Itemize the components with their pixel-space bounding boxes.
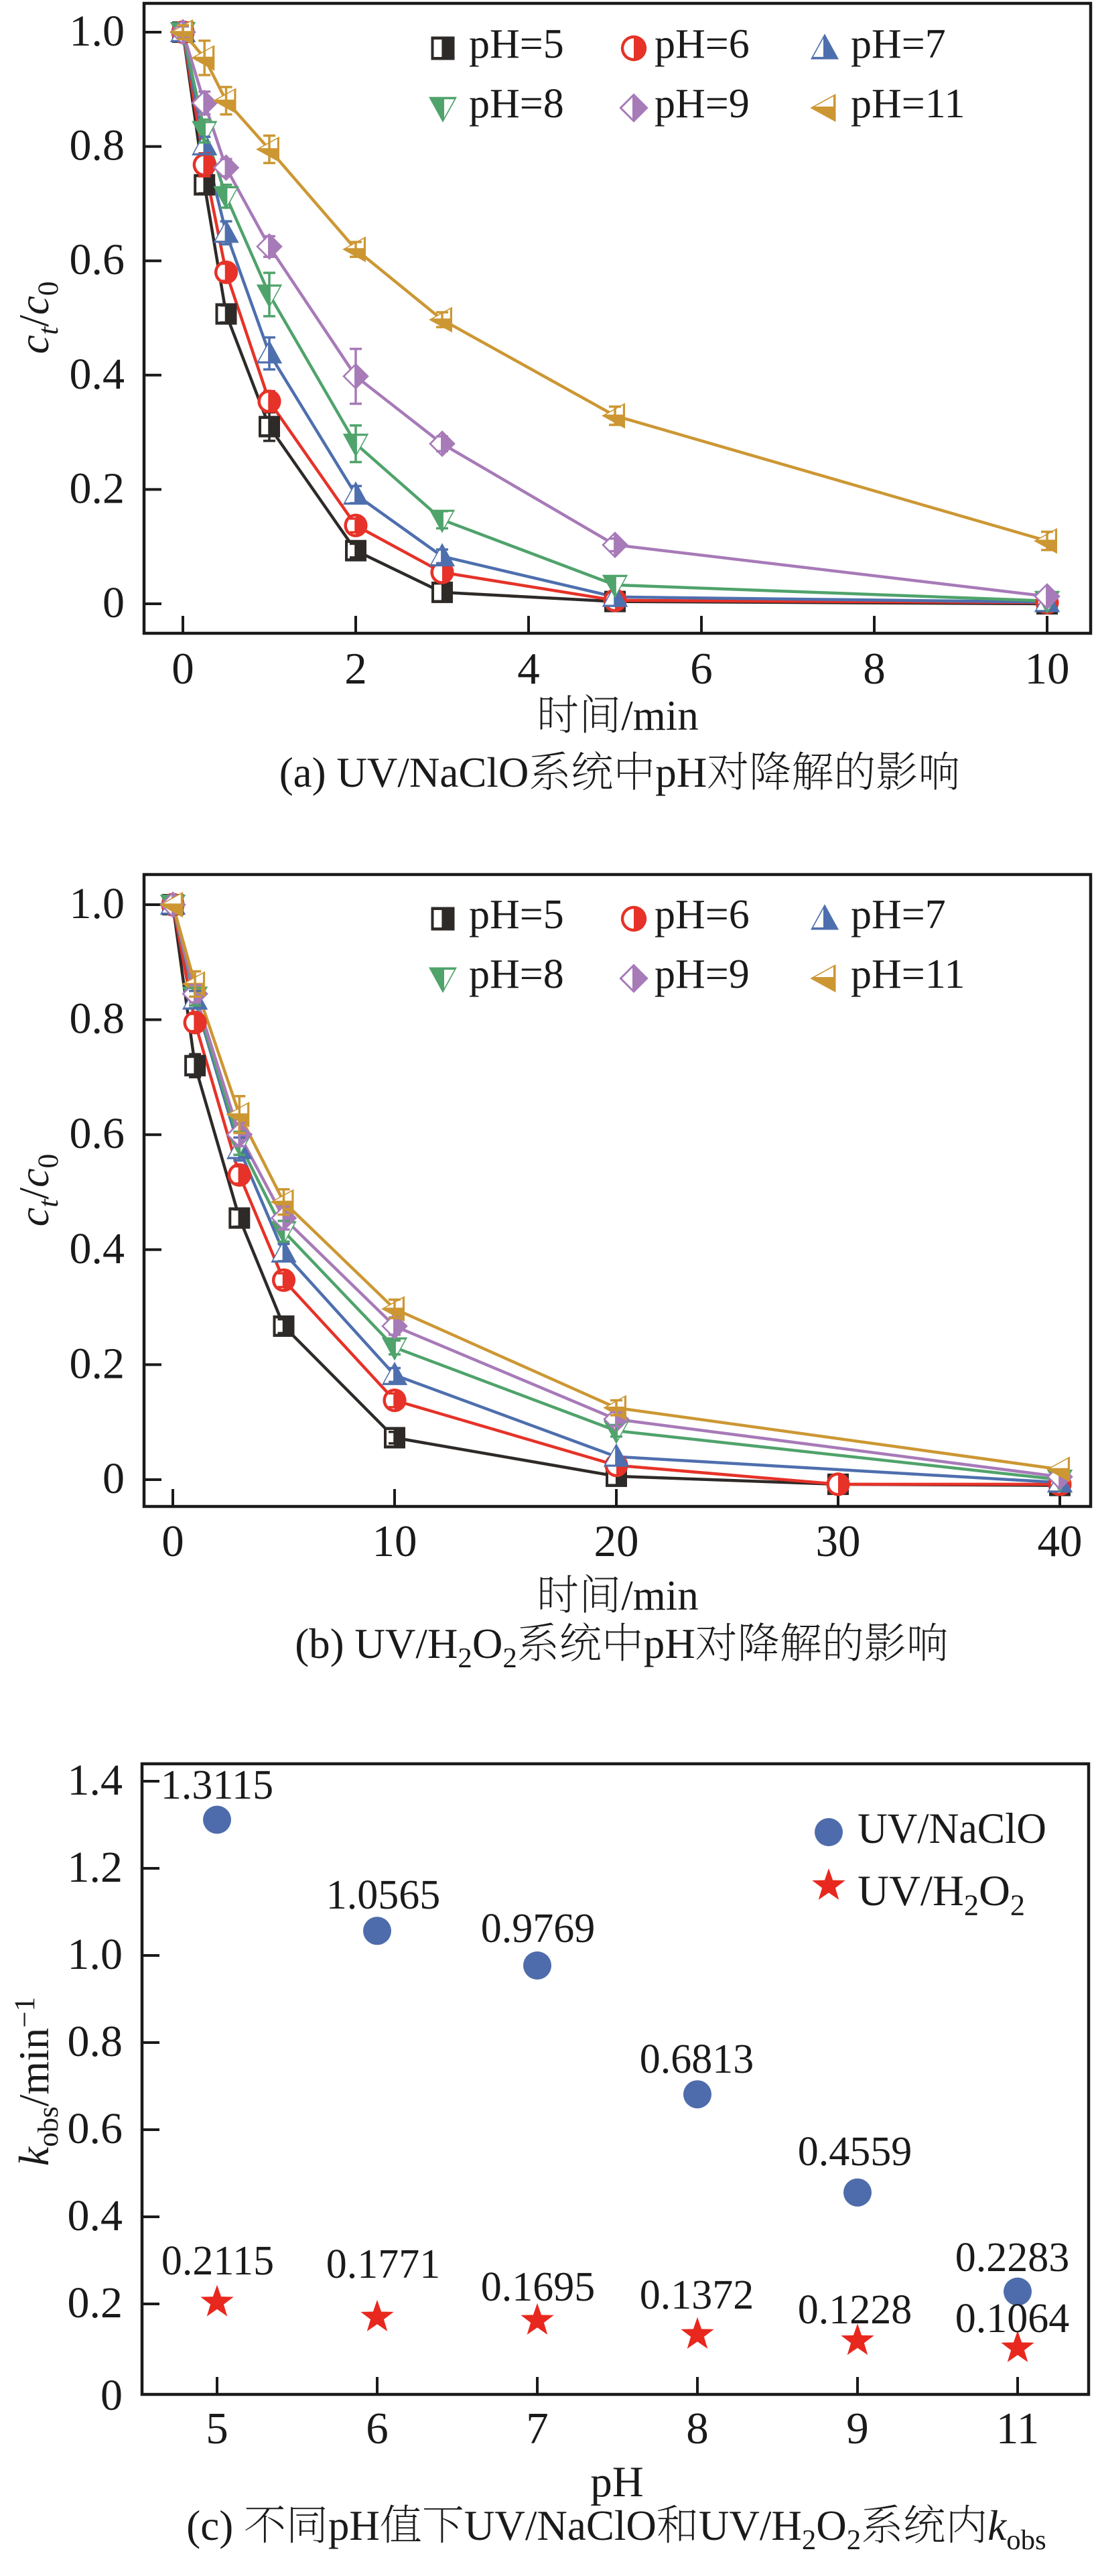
svg-text:c: c [10, 1208, 58, 1226]
svg-text:8: 8 [686, 2404, 709, 2453]
svg-text:O: O [816, 2502, 847, 2549]
svg-text:pH=9: pH=9 [655, 952, 750, 997]
svg-text:8: 8 [863, 644, 886, 694]
svg-text:0.6: 0.6 [70, 235, 125, 284]
svg-text:0.6813: 0.6813 [640, 2037, 754, 2082]
svg-text:0: 0 [172, 644, 194, 694]
svg-text:(b) UV/H: (b) UV/H [295, 1620, 458, 1667]
svg-text:UV/NaClO: UV/NaClO [858, 1805, 1046, 1853]
svg-text:pH=7: pH=7 [851, 892, 946, 938]
svg-text:2: 2 [458, 1643, 472, 1674]
svg-text:pH: pH [644, 1620, 695, 1667]
svg-text:0.2: 0.2 [70, 1339, 125, 1388]
svg-text:1.2: 1.2 [68, 1843, 123, 1892]
svg-text:5: 5 [206, 2404, 228, 2453]
svg-text:6: 6 [690, 644, 713, 694]
svg-text:30: 30 [816, 1517, 861, 1566]
svg-text:0.4: 0.4 [70, 350, 125, 399]
svg-text:pH=11: pH=11 [851, 81, 965, 127]
svg-text:c: c [10, 1168, 58, 1187]
svg-text:1.4: 1.4 [68, 1756, 123, 1805]
svg-text:0.1771: 0.1771 [326, 2242, 441, 2287]
svg-text:0.1064: 0.1064 [955, 2296, 1070, 2341]
svg-text:pH=5: pH=5 [469, 892, 564, 938]
svg-text:0.2115: 0.2115 [161, 2238, 274, 2284]
svg-text:0.8: 0.8 [70, 121, 125, 170]
svg-text:0.9769: 0.9769 [481, 1906, 596, 1951]
svg-text:(a) UV/NaClO: (a) UV/NaClO [279, 749, 529, 796]
svg-text:1.0: 1.0 [70, 879, 125, 928]
svg-text:pH=8: pH=8 [469, 81, 564, 127]
svg-text:obs: obs [1006, 2524, 1046, 2556]
svg-text:2: 2 [502, 1643, 517, 1674]
svg-text:UV/H: UV/H [858, 1867, 964, 1915]
svg-text:obs: obs [32, 2106, 64, 2146]
svg-text:0.4: 0.4 [68, 2191, 123, 2240]
svg-text:O: O [979, 1867, 1010, 1915]
svg-text:pH: pH [655, 749, 707, 796]
svg-text:0: 0 [100, 2371, 123, 2420]
svg-text:2: 2 [847, 2524, 861, 2556]
svg-text:/min: /min [621, 692, 699, 739]
svg-text:pH=7: pH=7 [851, 21, 946, 67]
svg-text:1.0: 1.0 [70, 7, 125, 56]
svg-text:c: c [10, 296, 58, 314]
svg-text:0.6: 0.6 [70, 1109, 125, 1158]
svg-text:0: 0 [32, 1154, 64, 1169]
svg-text:k: k [10, 2146, 58, 2166]
svg-text:1.0565: 1.0565 [326, 1872, 441, 1918]
svg-text:0.1372: 0.1372 [640, 2272, 754, 2318]
svg-text:t: t [32, 1199, 64, 1208]
svg-text:0: 0 [161, 1517, 184, 1566]
svg-text:0.6: 0.6 [68, 2104, 123, 2153]
svg-text:2: 2 [802, 2524, 816, 2556]
svg-text:(c): (c) [186, 2502, 233, 2549]
svg-text:0.4: 0.4 [70, 1224, 125, 1273]
svg-text:pH: pH [328, 2502, 380, 2549]
svg-text:pH: pH [590, 2458, 643, 2506]
svg-text:1.3115: 1.3115 [161, 1762, 273, 1808]
svg-text:2: 2 [344, 644, 367, 694]
svg-text:pH=9: pH=9 [655, 81, 750, 127]
svg-text:c: c [10, 335, 58, 354]
svg-text:pH=11: pH=11 [851, 952, 965, 997]
svg-text:pH=6: pH=6 [655, 892, 750, 938]
svg-text:/min: /min [10, 2028, 58, 2106]
svg-text:7: 7 [526, 2404, 549, 2453]
svg-text:0.1695: 0.1695 [481, 2264, 596, 2310]
svg-text:11: 11 [996, 2404, 1040, 2453]
svg-text:4: 4 [517, 644, 540, 694]
svg-text:t: t [32, 326, 64, 335]
svg-text:0: 0 [32, 281, 64, 296]
svg-text:/min: /min [621, 1572, 699, 1619]
svg-text:0.2283: 0.2283 [955, 2235, 1070, 2280]
svg-text:9: 9 [846, 2404, 869, 2453]
svg-text:10: 10 [1025, 644, 1070, 694]
svg-text:0.2: 0.2 [70, 464, 125, 513]
svg-text:2: 2 [1010, 1888, 1025, 1921]
svg-text:pH=5: pH=5 [469, 21, 564, 67]
svg-text:/: / [10, 1187, 58, 1200]
svg-text:pH=6: pH=6 [655, 21, 750, 67]
svg-text:0.8: 0.8 [68, 2017, 123, 2066]
svg-text:k: k [987, 2502, 1007, 2549]
svg-text:1.0: 1.0 [68, 1930, 123, 1979]
svg-text:0.8: 0.8 [70, 994, 125, 1043]
svg-text:UV/NaClO: UV/NaClO [464, 2502, 657, 2549]
svg-text:/: / [10, 315, 58, 327]
svg-text:O: O [472, 1620, 503, 1667]
svg-text:20: 20 [594, 1517, 639, 1566]
svg-text:40: 40 [1038, 1517, 1083, 1566]
svg-text:0.1228: 0.1228 [798, 2287, 912, 2333]
svg-text:0.2: 0.2 [68, 2278, 123, 2327]
svg-text:UV/H: UV/H [699, 2502, 802, 2549]
svg-text:10: 10 [372, 1517, 417, 1566]
svg-text:6: 6 [366, 2404, 389, 2453]
svg-text:2: 2 [964, 1888, 979, 1921]
svg-text:0.4559: 0.4559 [798, 2129, 912, 2175]
svg-text:−1: −1 [9, 1997, 41, 2028]
svg-text:0: 0 [102, 1454, 125, 1503]
svg-text:pH=8: pH=8 [469, 952, 564, 997]
svg-text:0: 0 [102, 578, 125, 627]
